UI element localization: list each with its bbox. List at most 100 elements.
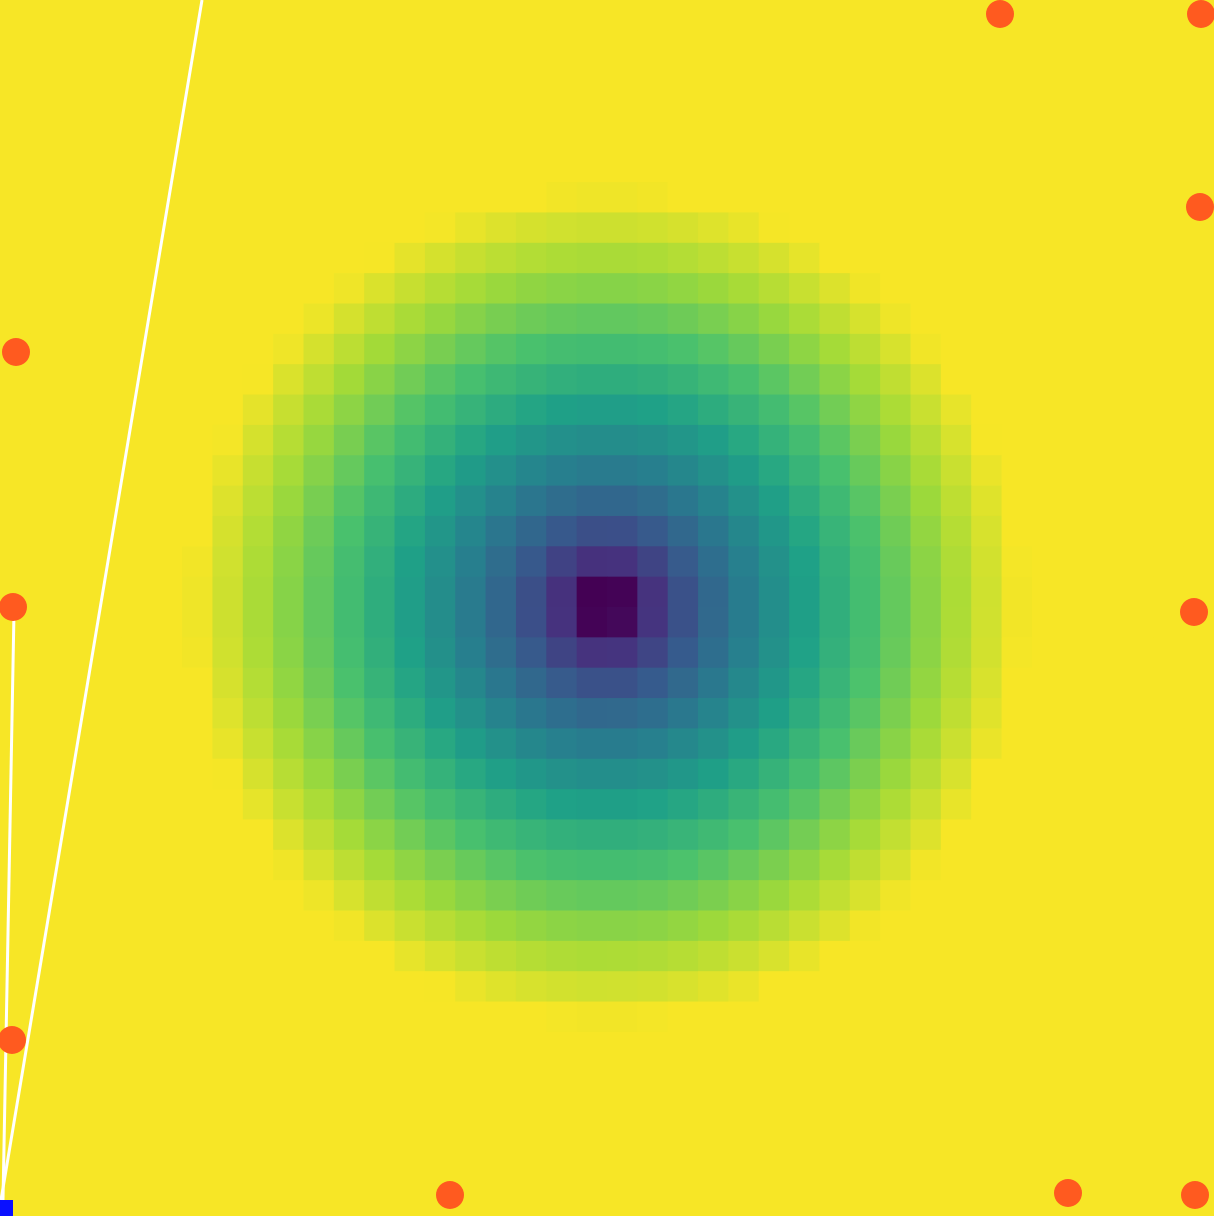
heat-cell [789,121,821,153]
heat-cell [515,880,547,912]
heat-cell [515,212,547,244]
heat-cell [1122,182,1154,214]
heat-cell [637,1062,669,1094]
heat-cell [91,1153,122,1185]
heat-cell [940,1031,972,1063]
heat-cell [121,849,153,881]
heat-cell [880,1183,912,1215]
heat-cell [151,212,183,244]
heat-cell [1183,1001,1214,1033]
heat-cell [91,182,122,214]
heat-cell [364,1214,396,1216]
heat-cell [1092,455,1124,487]
heat-cell [273,910,305,942]
heat-cell [667,576,699,608]
heat-cell [940,455,972,487]
heat-cell [30,424,62,456]
agent-dot [0,593,27,621]
heat-cell [333,60,365,92]
heat-cell [1062,151,1094,183]
heat-cell [576,60,608,92]
heat-cell [212,667,244,699]
heat-cell [1031,60,1063,92]
heat-cell [303,1183,335,1215]
heat-cell [849,60,881,92]
heat-cell [637,546,669,578]
heat-cell [60,1031,92,1063]
heat-cell [819,789,851,821]
heat-cell [1183,515,1214,547]
heat-cell [151,364,183,396]
heat-cell [607,424,638,456]
heat-cell [242,1001,274,1033]
heat-cell [212,212,244,244]
heat-cell [576,212,608,244]
heat-cell [880,60,912,92]
heat-cell [698,364,729,396]
heat-cell [0,667,31,699]
heat-cell [364,1092,396,1124]
heat-cell [728,1122,760,1154]
heat-cell [485,455,517,487]
heat-cell [364,1183,396,1215]
heat-cell [1092,667,1124,699]
heat-cell [485,667,517,699]
heat-cell [758,485,790,517]
heat-cell [819,242,851,274]
heat-cell [1122,849,1154,881]
heat-cell [151,789,183,821]
heat-cell [121,1092,153,1124]
heat-cell [1092,333,1124,365]
heat-cell [485,758,517,790]
heat-cell [60,971,92,1003]
heat-cell [60,212,92,244]
heat-cell [0,394,31,426]
heat-cell [333,1183,365,1215]
heat-cell [1122,728,1154,760]
heat-cell [667,151,699,183]
heat-cell [1001,91,1033,122]
heat-cell [424,455,456,487]
heat-cell [849,880,881,912]
heat-cell [940,424,972,456]
heat-cell [637,637,669,669]
heat-cell [1092,121,1124,153]
heat-cell [910,273,942,305]
heat-cell [910,91,942,122]
heat-cell [394,819,426,851]
heat-cell [212,1001,244,1033]
heat-cell [1092,1214,1124,1216]
heat-cell [485,1001,517,1033]
heat-cell [1092,1183,1124,1215]
heat-cell [333,819,365,851]
heat-cell [0,1214,31,1216]
heat-cell [60,60,92,92]
heat-cell [455,151,487,183]
heat-cell [1001,273,1033,305]
heat-cell [1122,758,1154,790]
heat-cell [273,121,305,153]
heat-cell [971,607,1003,638]
heat-cell [1183,1122,1214,1154]
heat-cell [1001,1031,1033,1063]
heat-cell [1031,546,1063,578]
heat-cell [424,789,456,821]
heat-cell [242,1062,274,1094]
heat-cell [121,1214,153,1216]
heat-cell [819,273,851,305]
heat-cell [30,698,62,729]
heat-cell [1092,0,1124,31]
heat-cell [1001,182,1033,214]
heat-cell [940,485,972,517]
heat-cell [91,1062,122,1094]
heat-cell [151,940,183,972]
heat-cell [30,182,62,214]
heat-cell [910,1031,942,1063]
heat-cell [1153,546,1185,578]
heat-cell [546,0,578,31]
heat-cell [789,667,821,699]
heat-cell [880,91,912,122]
heat-cell [940,728,972,760]
heat-cell [182,910,214,942]
heat-cell [1122,789,1154,821]
